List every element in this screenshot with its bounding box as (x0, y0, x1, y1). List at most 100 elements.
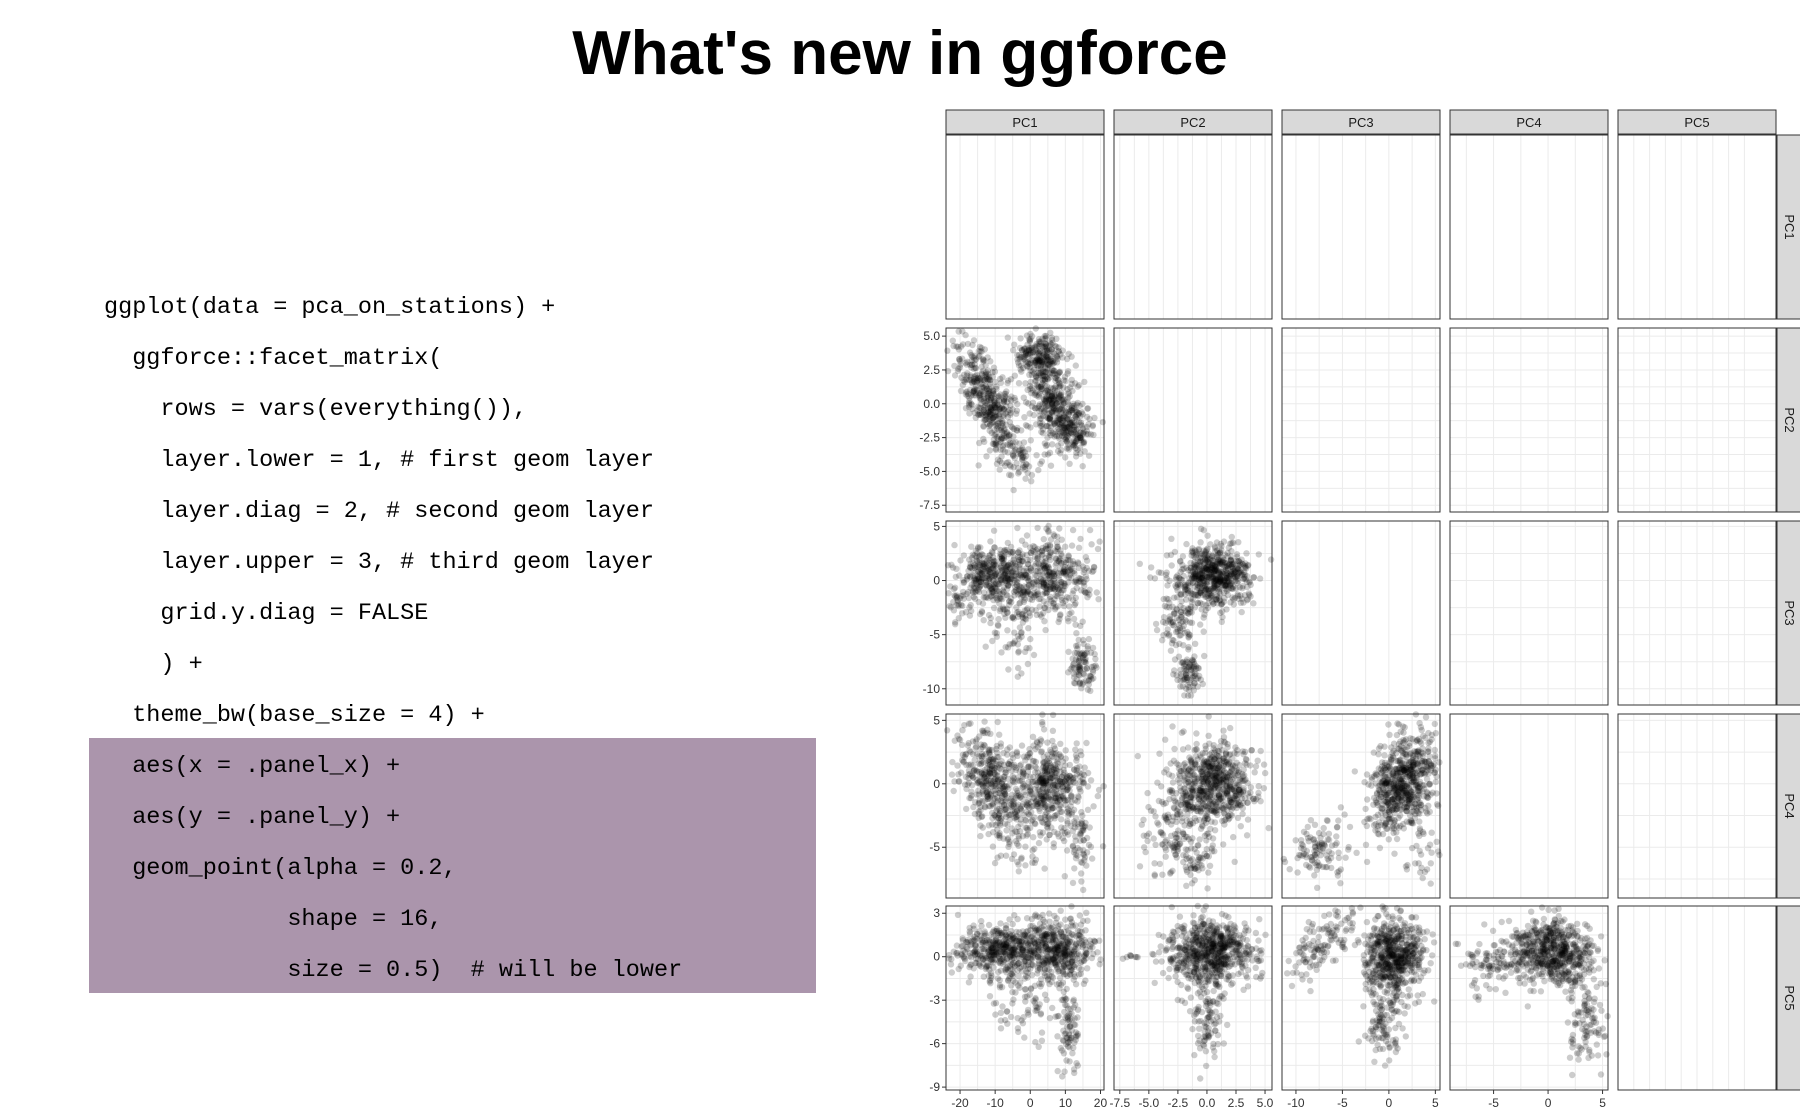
facet-strip-row-pc2 (1776, 327, 1800, 513)
data-point (999, 418, 1006, 425)
data-point (1077, 535, 1084, 543)
data-point (1014, 801, 1022, 808)
data-point (1027, 763, 1034, 771)
data-point (982, 574, 989, 582)
data-point (998, 453, 1005, 460)
data-point (1209, 764, 1217, 772)
panel-pc3-pc5 (1281, 905, 1441, 1091)
data-point (1091, 650, 1098, 658)
facet-strip-col-pc3 (1281, 109, 1441, 135)
data-point (1077, 748, 1084, 755)
data-point (953, 565, 960, 572)
data-point (989, 394, 996, 401)
data-point (988, 411, 995, 418)
data-point (1006, 406, 1013, 414)
data-point (1007, 397, 1015, 404)
data-point (1219, 613, 1226, 621)
y-tick-label: 3 (933, 906, 940, 920)
data-point (1166, 796, 1173, 803)
data-point (1351, 768, 1358, 775)
data-point (1081, 764, 1088, 771)
data-point (1247, 784, 1255, 791)
y-tick-label: 0 (933, 574, 940, 588)
panel-pc4-pc2 (1449, 327, 1609, 513)
data-point (995, 615, 1002, 623)
data-point (1175, 653, 1183, 660)
data-point (1027, 424, 1034, 431)
data-point (1007, 411, 1014, 418)
data-point (987, 394, 995, 401)
data-point (1020, 364, 1027, 371)
x-tick-label: 0 (1027, 1096, 1034, 1110)
data-point (1078, 870, 1085, 877)
data-point (982, 409, 989, 417)
data-point (1020, 394, 1027, 401)
data-point (1211, 777, 1218, 785)
data-point (1180, 622, 1187, 629)
data-point (1197, 570, 1204, 578)
data-point (1046, 757, 1053, 764)
data-point (1035, 466, 1042, 474)
data-point (1072, 656, 1080, 663)
data-point (1200, 791, 1208, 798)
data-point (976, 343, 984, 351)
data-point (1244, 816, 1252, 823)
data-point (1030, 834, 1037, 841)
data-point (1178, 729, 1186, 736)
data-point (986, 380, 994, 388)
data-point (1024, 587, 1031, 594)
data-point (982, 399, 989, 406)
data-point (1056, 555, 1063, 562)
data-point (1152, 620, 1160, 628)
data-point (1206, 792, 1214, 799)
data-point (1242, 755, 1250, 763)
data-point (1217, 795, 1225, 802)
data-point (1090, 567, 1097, 574)
data-point (995, 441, 1002, 448)
data-point (948, 561, 955, 568)
data-point (1202, 749, 1209, 756)
data-point (949, 337, 956, 344)
x-tick-label: 20 (1094, 1096, 1108, 1110)
data-point (994, 832, 1001, 839)
data-point (984, 404, 991, 411)
data-point (967, 601, 974, 609)
data-point (1218, 543, 1225, 550)
data-point (1220, 785, 1227, 793)
data-point (986, 413, 993, 420)
y-tick-label: -5 (929, 840, 940, 854)
data-point (960, 552, 968, 559)
data-point (1393, 835, 1401, 843)
data-point (975, 389, 983, 397)
data-point (1254, 757, 1261, 764)
data-point (987, 358, 994, 365)
data-point (1001, 406, 1008, 413)
x-tick-label: -10 (1287, 1096, 1305, 1110)
data-point (996, 419, 1003, 426)
panel-pc4-pc1 (1449, 134, 1609, 320)
data-point (951, 737, 958, 744)
y-tick-label: -7.5 (919, 498, 940, 512)
data-point (1070, 615, 1078, 623)
data-point (1027, 437, 1034, 444)
data-point (971, 379, 978, 386)
code-block: ggplot(data = pca_on_stations) + ggforce… (104, 282, 682, 996)
data-point (1069, 879, 1077, 887)
data-point (984, 354, 991, 361)
data-point (960, 595, 967, 602)
data-point (992, 408, 999, 415)
data-point (1162, 619, 1169, 627)
data-point (1064, 368, 1072, 375)
data-point (1191, 583, 1199, 590)
data-point (993, 421, 1000, 428)
data-point (1067, 822, 1074, 830)
data-point (982, 382, 989, 390)
data-point (995, 393, 1003, 400)
data-point (1065, 648, 1072, 655)
data-point (1013, 750, 1020, 757)
data-point (974, 587, 981, 594)
data-point (994, 401, 1001, 409)
data-point (1199, 855, 1207, 862)
data-point (962, 331, 969, 339)
data-point (1201, 816, 1208, 823)
